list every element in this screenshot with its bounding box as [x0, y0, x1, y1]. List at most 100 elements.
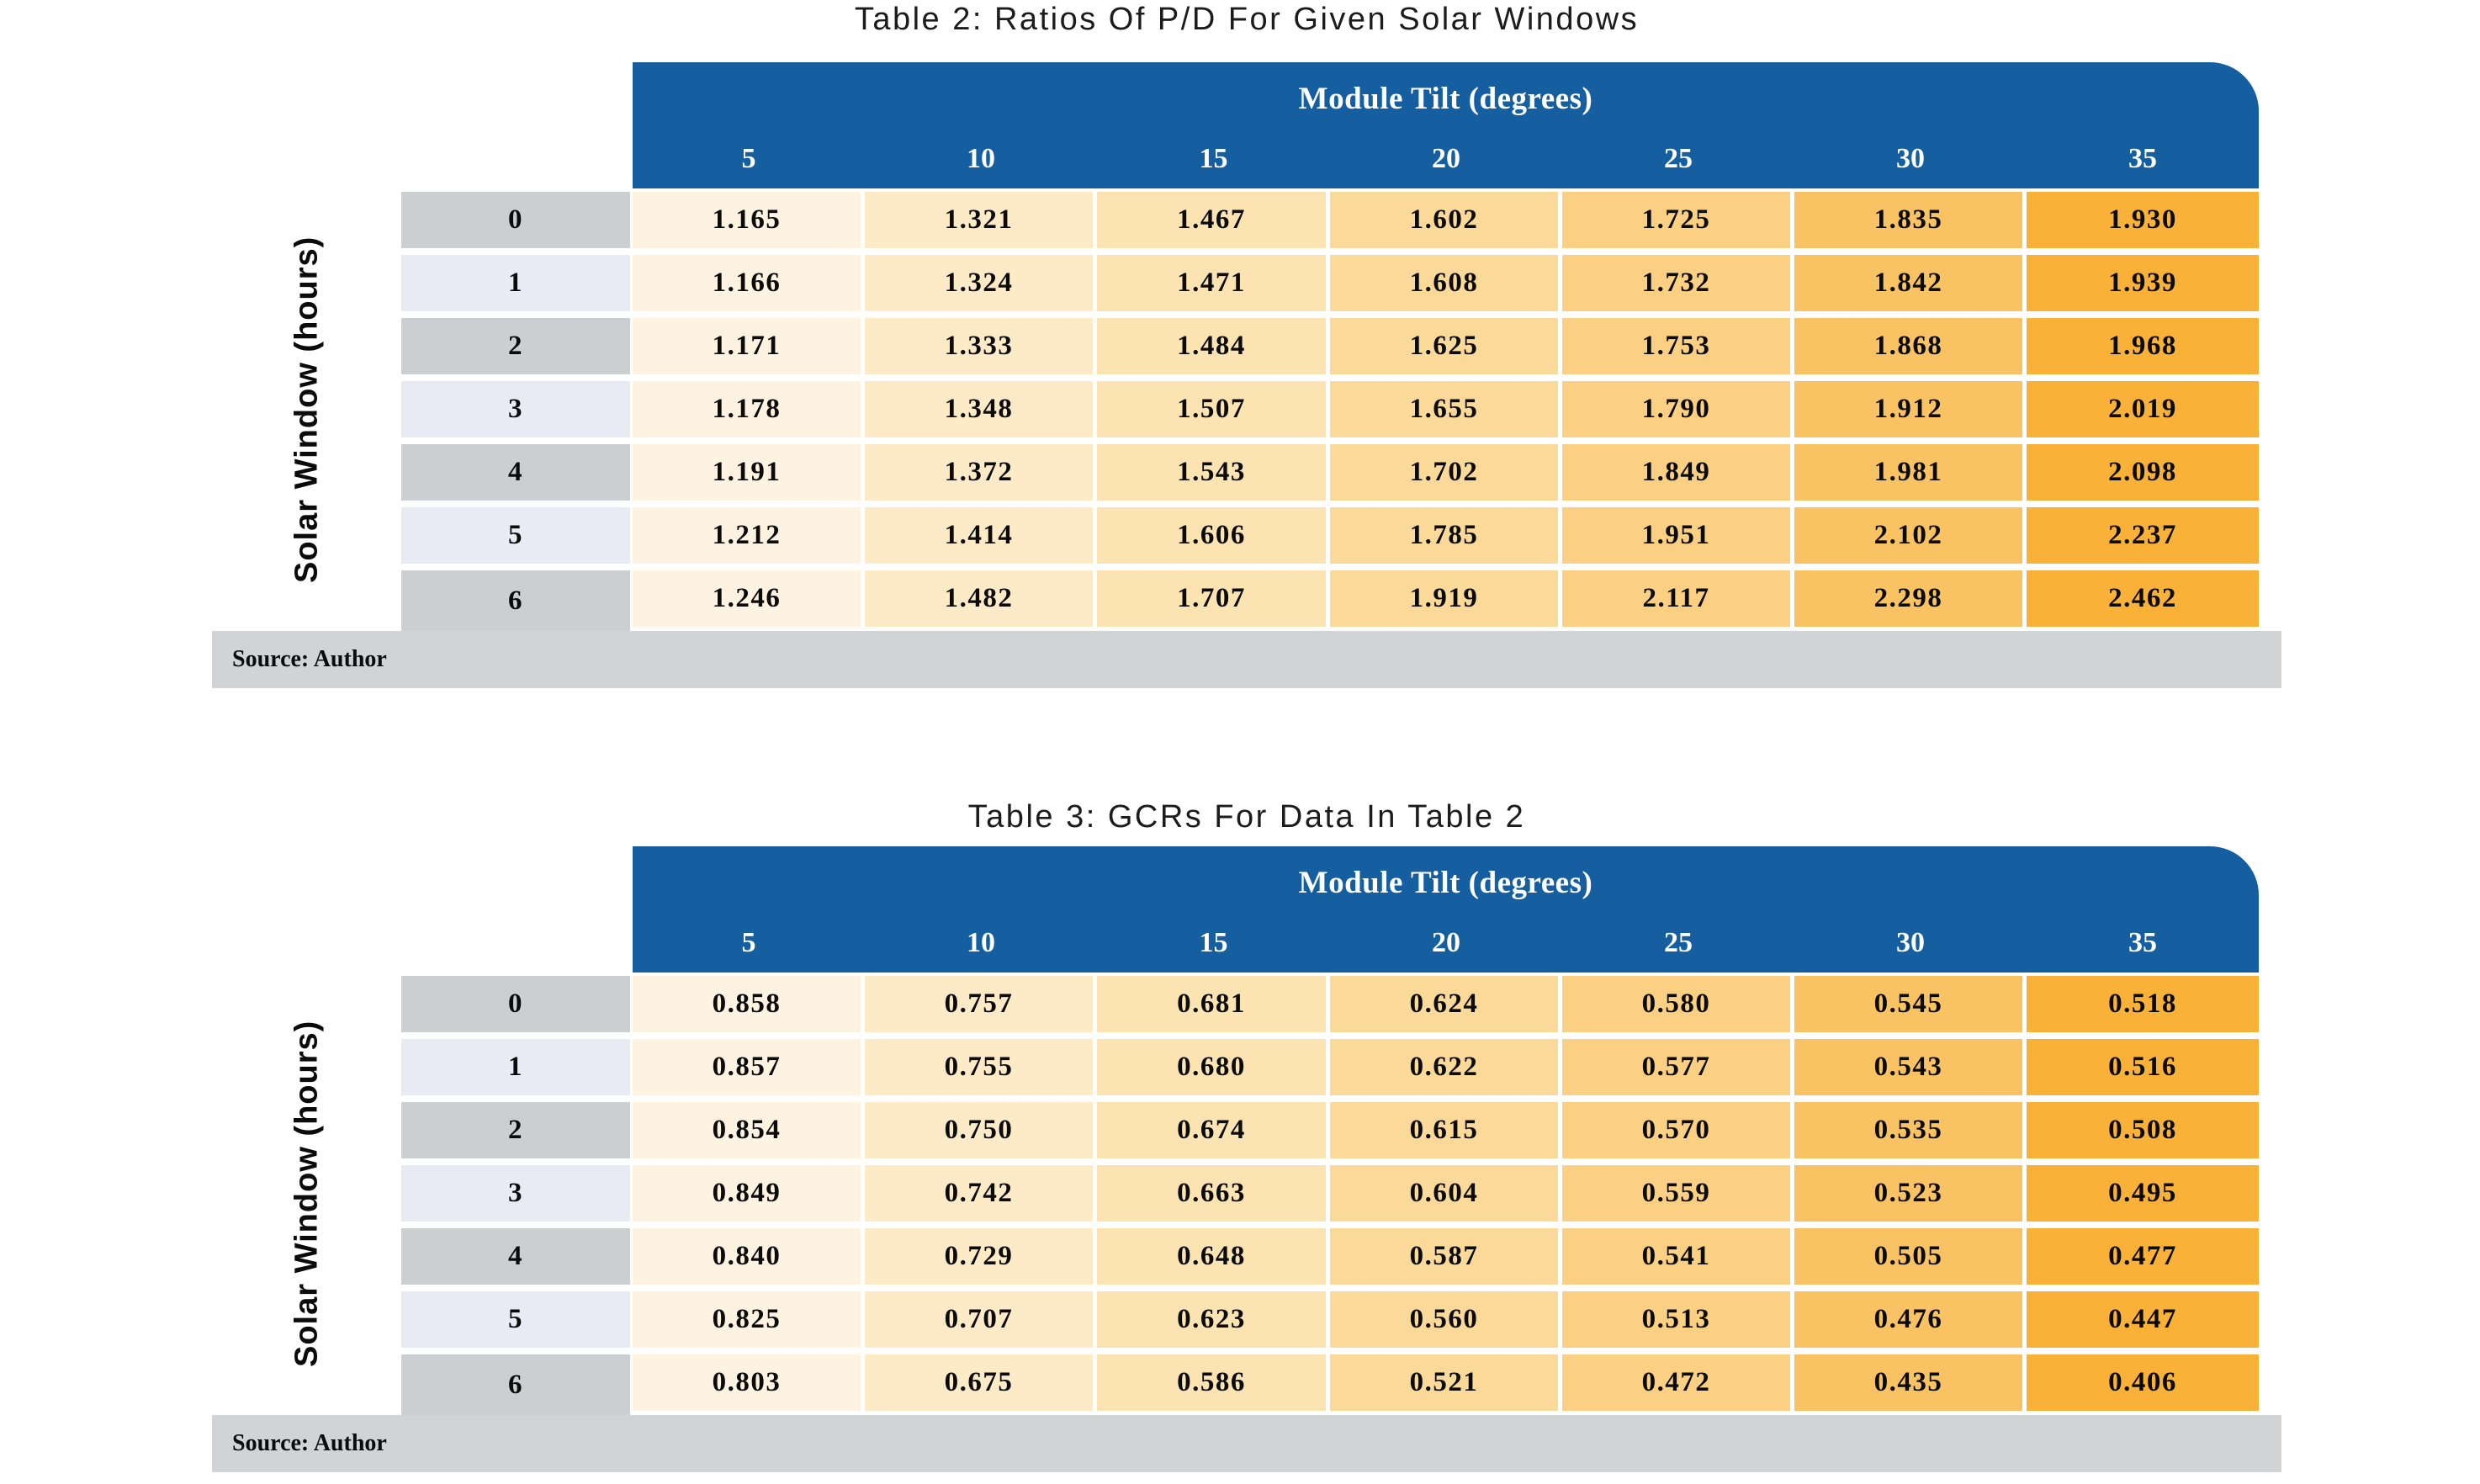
data-cell: 1.507 — [1097, 381, 1326, 437]
data-cell: 1.655 — [1330, 381, 1558, 437]
data-cell: 0.518 — [2027, 976, 2259, 1032]
data-cell: 0.680 — [1097, 1039, 1326, 1095]
data-cell: 0.858 — [633, 976, 861, 1032]
data-cell: 1.212 — [633, 507, 861, 564]
row-label-cell: 3 — [401, 381, 630, 437]
column-header-cell: 10 — [967, 927, 995, 958]
data-cell: 2.117 — [1562, 570, 1790, 627]
data-cell: 2.298 — [1794, 570, 2022, 627]
data-cell: 0.707 — [865, 1291, 1093, 1348]
data-cell: 1.372 — [865, 444, 1093, 501]
column-header-cell: 5 — [741, 927, 756, 958]
table2-source-bar: Source: Author — [212, 631, 2281, 688]
column-header-cell: 25 — [1664, 143, 1693, 174]
data-cell: 0.508 — [2027, 1102, 2259, 1158]
data-cell: 2.019 — [2027, 381, 2259, 437]
data-cell: 0.495 — [2027, 1165, 2259, 1222]
row-label-cell: 2 — [401, 318, 630, 374]
column-header-cell: 15 — [1199, 143, 1228, 174]
column-header-cell: 30 — [1896, 143, 1925, 174]
table3-source-bar: Source: Author — [212, 1415, 2281, 1472]
data-cell: 1.702 — [1330, 444, 1558, 501]
data-cell: 0.648 — [1097, 1228, 1326, 1285]
column-header-cell: 35 — [2128, 143, 2157, 174]
row-label-cell: 0 — [401, 192, 630, 248]
column-header-cell: 20 — [1432, 143, 1460, 174]
data-cell: 0.604 — [1330, 1165, 1558, 1222]
row-label-cell: 5 — [401, 1291, 630, 1348]
data-cell: 1.868 — [1794, 318, 2022, 374]
data-cell: 2.237 — [2027, 507, 2259, 564]
row-label-cell: 4 — [401, 1228, 630, 1285]
row-label-cell: 1 — [401, 1039, 630, 1095]
data-cell: 1.606 — [1097, 507, 1326, 564]
data-cell: 0.513 — [1562, 1291, 1790, 1348]
data-cell: 0.663 — [1097, 1165, 1326, 1222]
data-cell: 1.981 — [1794, 444, 2022, 501]
data-cell: 0.580 — [1562, 976, 1790, 1032]
data-cell: 0.543 — [1794, 1039, 2022, 1095]
data-cell: 0.849 — [633, 1165, 861, 1222]
data-cell: 0.570 — [1562, 1102, 1790, 1158]
data-cell: 0.535 — [1794, 1102, 2022, 1158]
data-cell: 1.467 — [1097, 192, 1326, 248]
data-cell: 0.577 — [1562, 1039, 1790, 1095]
row-label-cell: 6 — [401, 1354, 630, 1415]
data-cell: 1.171 — [633, 318, 861, 374]
data-cell: 1.178 — [633, 381, 861, 437]
column-header-cell: 5 — [741, 143, 756, 174]
data-cell: 0.854 — [633, 1102, 861, 1158]
data-cell: 1.849 — [1562, 444, 1790, 501]
data-cell: 1.707 — [1097, 570, 1326, 627]
data-cell: 1.842 — [1794, 255, 2022, 311]
data-cell: 0.541 — [1562, 1228, 1790, 1285]
data-cell: 1.912 — [1794, 381, 2022, 437]
table3-module-tilt-label: Module Tilt (degrees) — [1298, 866, 1593, 900]
data-cell: 1.414 — [865, 507, 1093, 564]
data-cell: 1.625 — [1330, 318, 1558, 374]
table2-module-tilt-header: Module Tilt (degrees) 5 10 15 20 25 30 35 — [633, 62, 2259, 188]
data-cell: 1.835 — [1794, 192, 2022, 248]
data-cell: 0.447 — [2027, 1291, 2259, 1348]
data-cell: 0.623 — [1097, 1291, 1326, 1348]
data-cell: 1.930 — [2027, 192, 2259, 248]
data-cell: 1.166 — [633, 255, 861, 311]
data-cell: 0.560 — [1330, 1291, 1558, 1348]
table2-title: Table 2: Ratios Of P/D For Given Solar W… — [854, 2, 1640, 37]
row-label-cell: 2 — [401, 1102, 630, 1158]
row-label-cell: 5 — [401, 507, 630, 564]
data-cell: 0.675 — [865, 1354, 1093, 1411]
row-label-cell: 0 — [401, 976, 630, 1032]
data-cell: 2.462 — [2027, 570, 2259, 627]
data-cell: 0.615 — [1330, 1102, 1558, 1158]
data-cell: 1.753 — [1562, 318, 1790, 374]
table3-module-tilt-header: Module Tilt (degrees) 5 10 15 20 25 30 35 — [633, 846, 2259, 973]
data-cell: 1.602 — [1330, 192, 1558, 248]
column-header-cell: 15 — [1199, 927, 1228, 958]
row-label-cell: 4 — [401, 444, 630, 501]
data-cell: 0.523 — [1794, 1165, 2022, 1222]
data-cell: 1.246 — [633, 570, 861, 627]
data-cell: 0.521 — [1330, 1354, 1558, 1411]
data-cell: 1.785 — [1330, 507, 1558, 564]
data-cell: 1.324 — [865, 255, 1093, 311]
data-cell: 0.505 — [1794, 1228, 2022, 1285]
column-header-cell: 25 — [1664, 927, 1693, 958]
column-header-cell: 10 — [967, 143, 995, 174]
data-cell: 1.939 — [2027, 255, 2259, 311]
row-label-cell: 1 — [401, 255, 630, 311]
data-cell: 0.755 — [865, 1039, 1093, 1095]
data-cell: 0.472 — [1562, 1354, 1790, 1411]
row-label-cell: 3 — [401, 1165, 630, 1222]
data-cell: 1.725 — [1562, 192, 1790, 248]
data-cell: 1.732 — [1562, 255, 1790, 311]
data-cell: 0.681 — [1097, 976, 1326, 1032]
data-cell: 0.750 — [865, 1102, 1093, 1158]
data-cell: 1.919 — [1330, 570, 1558, 627]
data-cell: 0.674 — [1097, 1102, 1326, 1158]
column-header-cell: 20 — [1432, 927, 1460, 958]
data-cell: 0.757 — [865, 976, 1093, 1032]
data-cell: 2.098 — [2027, 444, 2259, 501]
data-cell: 0.729 — [865, 1228, 1093, 1285]
